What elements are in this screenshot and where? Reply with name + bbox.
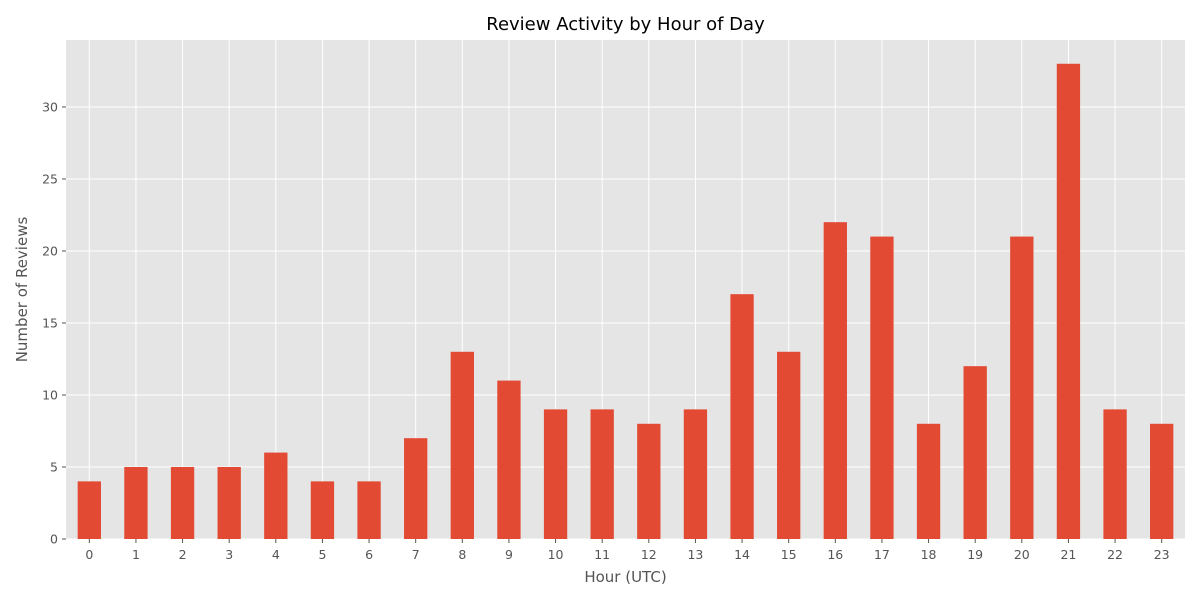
y-tick-label: 5: [50, 459, 58, 474]
x-tick-label: 10: [548, 547, 564, 562]
bar-hour-9: [497, 380, 521, 539]
bar-hour-15: [777, 351, 801, 539]
bar-hour-4: [264, 452, 288, 539]
y-tick-label: 30: [42, 99, 58, 114]
y-tick-label: 0: [50, 532, 58, 547]
bars: [77, 63, 1174, 540]
bar-hour-19: [963, 366, 987, 539]
x-tick-label: 21: [1060, 547, 1076, 562]
x-tick-label: 9: [505, 547, 513, 562]
x-tick-label: 5: [318, 547, 326, 562]
x-tick-label: 0: [85, 547, 93, 562]
bar-hour-18: [916, 423, 941, 539]
x-tick-label: 22: [1107, 547, 1123, 562]
x-tick-label: 15: [781, 547, 797, 562]
x-tick-label: 6: [365, 547, 373, 562]
bar-hour-5: [310, 481, 335, 539]
x-axis-label: Hour (UTC): [584, 568, 666, 586]
bar-hour-10: [543, 409, 568, 539]
x-tick-label: 4: [272, 547, 280, 562]
bar-hour-14: [730, 294, 754, 539]
bar-hour-16: [823, 222, 847, 539]
y-axis-label: Number of Reviews: [13, 217, 31, 363]
bar-hour-17: [870, 236, 894, 540]
bar-hour-0: [77, 481, 101, 539]
x-tick-label: 19: [967, 547, 983, 562]
x-tick-label: 18: [921, 547, 937, 562]
bar-hour-2: [170, 466, 195, 539]
x-axis-ticks: 0 1 2 3 4 5 6 7 8 9 10 11 12 13 14 15 16 17 18 19 20 21 22 23: [85, 539, 1170, 562]
y-tick-label: 20: [42, 243, 58, 258]
bar-hour-20: [1010, 236, 1034, 540]
bar-hour-6: [357, 481, 381, 539]
bar-hour-13: [683, 409, 708, 539]
x-tick-label: 1: [132, 547, 140, 562]
x-tick-label: 8: [458, 547, 466, 562]
bar-hour-12: [637, 423, 661, 539]
x-tick-label: 14: [734, 547, 750, 562]
x-tick-label: 12: [641, 547, 657, 562]
bar-hour-8: [450, 351, 474, 539]
bar-hour-7: [404, 438, 428, 539]
chart-title: Review Activity by Hour of Day: [486, 14, 765, 35]
y-tick-label: 15: [42, 315, 58, 330]
y-axis-ticks: 0 5 10 15 20 25 30: [42, 99, 66, 547]
x-tick-label: 2: [179, 547, 187, 562]
bar-hour-22: [1103, 409, 1127, 539]
x-tick-label: 13: [687, 547, 703, 562]
x-tick-label: 23: [1154, 547, 1170, 562]
y-tick-label: 25: [42, 171, 58, 186]
y-tick-label: 10: [42, 387, 58, 402]
x-tick-label: 11: [594, 547, 610, 562]
bar-hour-23: [1150, 423, 1174, 539]
bar-hour-21: [1056, 63, 1081, 540]
x-tick-label: 20: [1014, 547, 1030, 562]
x-tick-label: 17: [874, 547, 890, 562]
x-tick-label: 3: [225, 547, 233, 562]
x-tick-label: 7: [412, 547, 420, 562]
bar-hour-3: [217, 466, 241, 539]
plot-background: [66, 40, 1185, 539]
bar-hour-11: [590, 409, 614, 539]
bar-hour-1: [124, 466, 148, 539]
x-tick-label: 16: [827, 547, 843, 562]
